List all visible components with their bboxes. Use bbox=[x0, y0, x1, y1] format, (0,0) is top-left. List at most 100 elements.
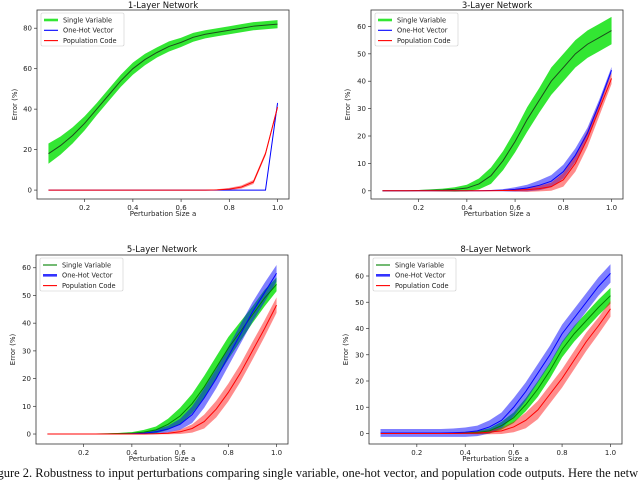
axes-frame bbox=[368, 254, 623, 445]
series-line-population-code bbox=[48, 107, 279, 191]
legend: Single Variable One-Hot Vector Population … bbox=[39, 257, 124, 292]
legend-label: Population Code bbox=[63, 37, 117, 45]
y-tick-label: 0 bbox=[28, 187, 32, 195]
y-tick-label: 10 bbox=[22, 403, 31, 411]
y-tick-label: 0 bbox=[360, 430, 364, 438]
x-tick-label: 1.0 bbox=[606, 204, 617, 212]
y-axis-label: Error (%) bbox=[344, 89, 352, 121]
x-axis-label: Perturbation Size a bbox=[462, 455, 528, 463]
x-tick-label: 0.8 bbox=[223, 449, 234, 457]
legend-box bbox=[40, 12, 125, 47]
y-tick-label: 50 bbox=[22, 292, 31, 300]
std-band-single-variable bbox=[382, 16, 612, 192]
std-band-population-code bbox=[380, 300, 611, 435]
y-axis-label: Error (%) bbox=[11, 89, 19, 121]
legend: Single Variable One-Hot Vector Population … bbox=[40, 12, 125, 47]
plot-area bbox=[48, 20, 279, 191]
legend-label: One-Hot Vector bbox=[62, 272, 113, 280]
std-band-one-hot-vector bbox=[48, 101, 278, 191]
y-tick-label: 40 bbox=[22, 320, 31, 328]
plot-area bbox=[382, 16, 613, 192]
x-tick-label: 0.2 bbox=[413, 204, 424, 212]
legend: Single Variable One-Hot Vector Population … bbox=[372, 257, 457, 292]
x-tick-label: 0.4 bbox=[127, 204, 139, 212]
legend-box bbox=[374, 12, 459, 47]
y-tick-label: 50 bbox=[357, 50, 366, 58]
legend-label: Population Code bbox=[62, 282, 116, 290]
legend: Single Variable One-Hot Vector Population … bbox=[374, 12, 459, 47]
x-tick-label: 0.8 bbox=[558, 204, 569, 212]
legend-box bbox=[372, 257, 457, 292]
std-band-single-variable bbox=[47, 277, 277, 435]
x-axis-label: Perturbation Size a bbox=[130, 210, 196, 218]
y-tick-label: 20 bbox=[23, 146, 32, 154]
std-band-one-hot-vector bbox=[47, 264, 277, 435]
y-tick-label: 60 bbox=[355, 273, 364, 281]
x-tick-label: 0.6 bbox=[175, 449, 187, 457]
series-line-population-code bbox=[382, 78, 613, 192]
y-tick-label: 40 bbox=[355, 325, 364, 333]
x-tick-label: 0.6 bbox=[508, 449, 520, 457]
chart-title: 8-Layer Network bbox=[460, 245, 530, 255]
y-tick-label: 0 bbox=[27, 431, 31, 439]
y-axis-label: Error (%) bbox=[342, 334, 350, 366]
legend-label: Single Variable bbox=[397, 16, 446, 24]
y-tick-label: 20 bbox=[355, 378, 364, 386]
legend-label: Population Code bbox=[395, 282, 449, 290]
legend-label: Population Code bbox=[397, 37, 451, 45]
series-line-single-variable bbox=[47, 284, 277, 435]
x-tick-label: 0.4 bbox=[461, 204, 473, 212]
x-tick-label: 1.0 bbox=[271, 449, 282, 457]
y-tick-label: 10 bbox=[355, 404, 364, 412]
legend-label: Single Variable bbox=[395, 261, 444, 269]
subplot-2: 0.2 0.4 0.6 0.8 1.0 0 10 20 30 40 50 60 3-Layer Netw… bbox=[344, 1, 624, 218]
y-tick-label: 60 bbox=[23, 65, 32, 73]
y-tick-label: 30 bbox=[357, 105, 366, 113]
y-tick-label: 10 bbox=[357, 160, 366, 168]
plot-area bbox=[380, 264, 611, 437]
std-band-single-variable bbox=[48, 20, 278, 164]
y-tick-label: 60 bbox=[22, 264, 31, 272]
axes-frame bbox=[370, 9, 624, 200]
y-axis-label: Error (%) bbox=[9, 334, 17, 366]
y-tick-label: 50 bbox=[355, 299, 364, 307]
subplot-1: 0.2 0.4 0.6 0.8 1.0 0 20 40 60 80 1-Layer Network P… bbox=[11, 1, 290, 218]
plot-area bbox=[47, 264, 277, 435]
y-tick-label: 30 bbox=[22, 347, 31, 355]
axes-frame bbox=[36, 9, 290, 200]
y-tick-label: 40 bbox=[357, 78, 366, 86]
legend-label: One-Hot Vector bbox=[397, 27, 448, 35]
legend-label: Single Variable bbox=[63, 16, 112, 24]
x-tick-label: 1.0 bbox=[605, 449, 616, 457]
x-tick-label: 0.6 bbox=[176, 204, 188, 212]
std-band-population-code bbox=[47, 297, 277, 435]
y-tick-label: 20 bbox=[357, 133, 366, 141]
chart-title: 3-Layer Network bbox=[462, 1, 532, 11]
axes-frame bbox=[35, 254, 289, 445]
y-tick-label: 0 bbox=[362, 187, 366, 195]
subplot-4: 0.2 0.4 0.6 0.8 1.0 0 10 20 30 40 50 60 8-Layer Netw… bbox=[342, 245, 623, 463]
x-tick-label: 0.8 bbox=[224, 204, 235, 212]
y-tick-label: 20 bbox=[22, 375, 31, 383]
x-tick-label: 1.0 bbox=[272, 204, 283, 212]
y-tick-label: 40 bbox=[23, 106, 32, 114]
chart-title: 1-Layer Network bbox=[128, 1, 198, 11]
x-tick-label: 0.2 bbox=[79, 204, 90, 212]
x-axis-label: Perturbation Size a bbox=[464, 210, 530, 218]
x-tick-label: 0.8 bbox=[557, 449, 568, 457]
legend-label: One-Hot Vector bbox=[395, 272, 446, 280]
legend-label: One-Hot Vector bbox=[63, 27, 114, 35]
y-tick-label: 30 bbox=[355, 351, 364, 359]
x-tick-label: 0.2 bbox=[78, 449, 89, 457]
series-line-one-hot-vector bbox=[380, 273, 611, 434]
series-line-population-code bbox=[380, 308, 611, 434]
x-axis-label: Perturbation Size a bbox=[129, 455, 195, 463]
legend-label: Single Variable bbox=[62, 261, 111, 269]
series-line-one-hot-vector bbox=[47, 273, 277, 435]
x-tick-label: 0.6 bbox=[510, 204, 522, 212]
x-tick-label: 0.4 bbox=[126, 449, 138, 457]
subplot-3: 0.2 0.4 0.6 0.8 1.0 0 10 20 30 40 50 60 5-Layer Netw… bbox=[9, 245, 289, 463]
series-line-one-hot-vector bbox=[48, 103, 279, 191]
y-tick-label: 80 bbox=[23, 25, 32, 33]
